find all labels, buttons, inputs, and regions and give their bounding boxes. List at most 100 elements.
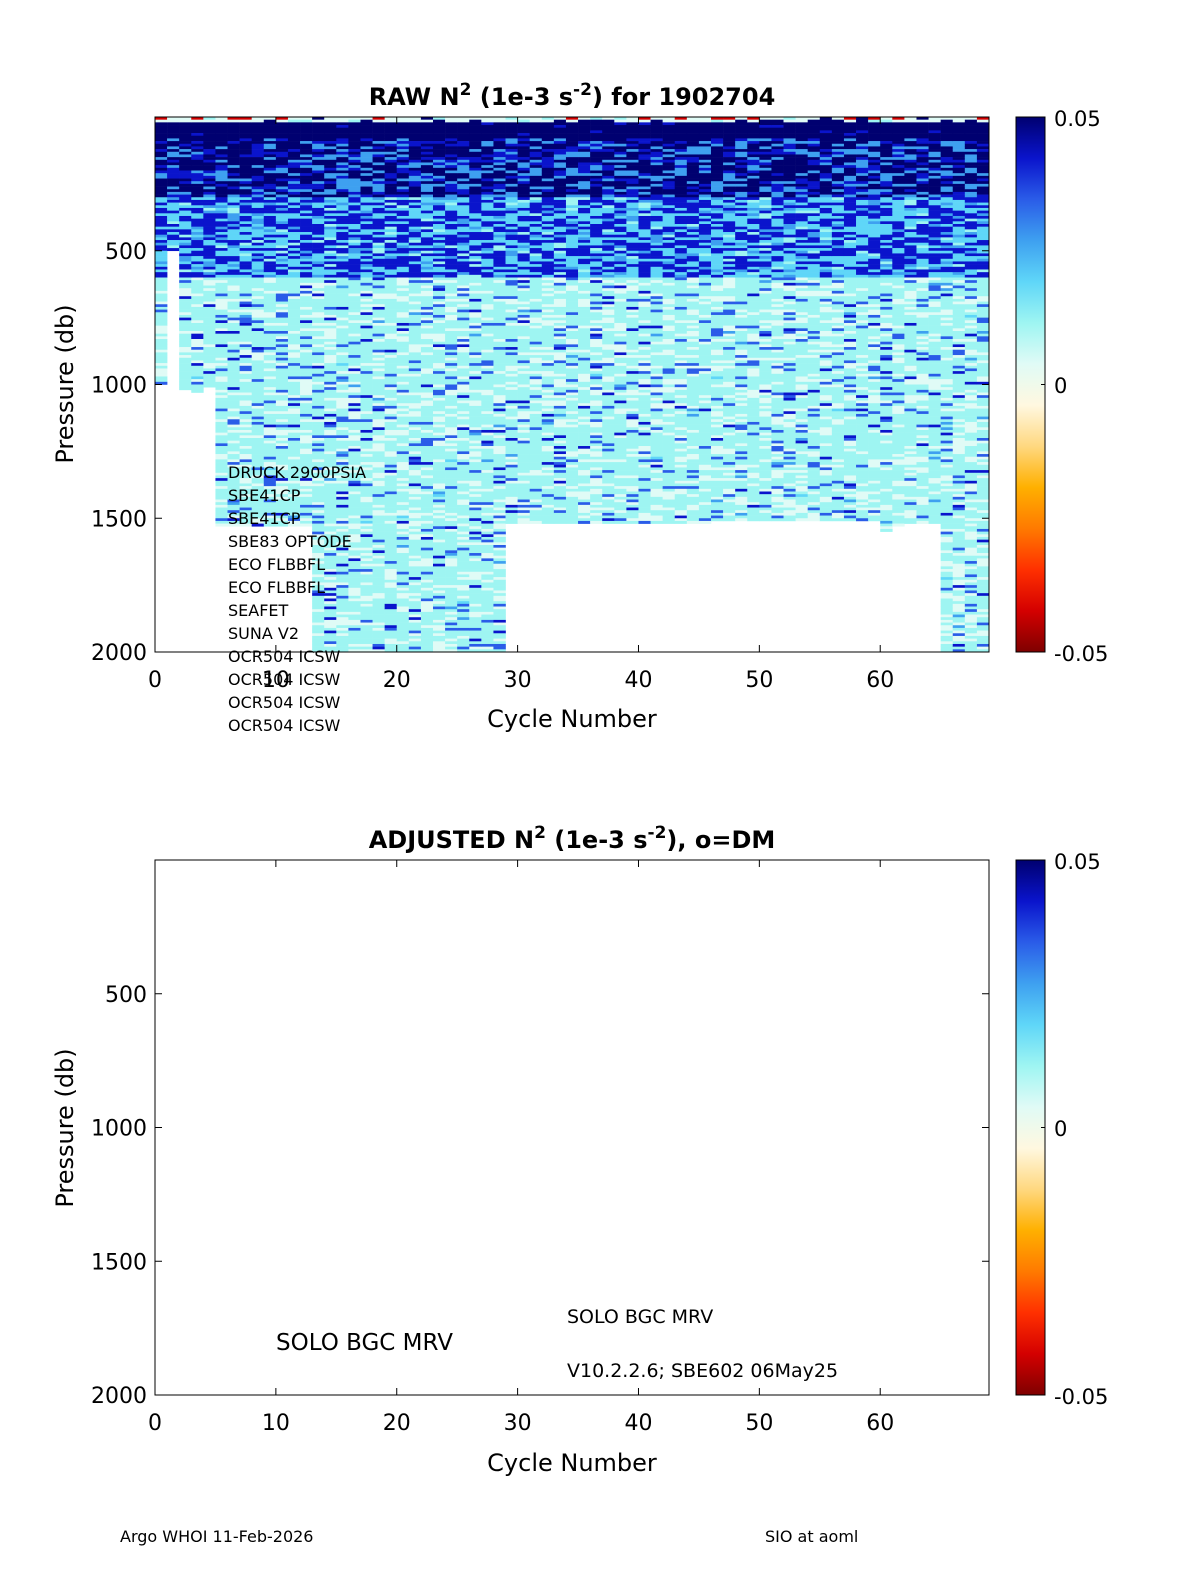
heatmap-cell bbox=[360, 496, 373, 500]
heatmap-cell bbox=[445, 191, 458, 195]
heatmap-cell bbox=[167, 133, 180, 137]
heatmap-cell bbox=[251, 119, 265, 123]
heatmap-cell bbox=[287, 170, 301, 174]
heatmap-cell bbox=[493, 229, 506, 233]
heatmap-cell bbox=[469, 488, 482, 492]
heatmap-cell bbox=[336, 389, 349, 393]
heatmap-cell bbox=[481, 512, 494, 516]
heatmap-cell bbox=[239, 462, 252, 466]
heatmap-cell bbox=[275, 365, 289, 369]
heatmap-cell bbox=[469, 494, 482, 498]
heatmap-cell bbox=[408, 133, 422, 137]
heatmap-cell bbox=[493, 146, 506, 150]
heatmap-cell bbox=[275, 435, 289, 439]
heatmap-cell bbox=[263, 207, 277, 211]
heatmap-cell bbox=[312, 611, 325, 615]
profile-column bbox=[239, 117, 252, 527]
heatmap-cell bbox=[179, 309, 192, 313]
heatmap-cell bbox=[251, 467, 265, 471]
heatmap-cell bbox=[251, 224, 265, 227]
heatmap-cell bbox=[239, 240, 252, 244]
heatmap-cell bbox=[348, 403, 361, 407]
heatmap-cell bbox=[396, 253, 410, 257]
heatmap-cell bbox=[312, 328, 325, 332]
heatmap-cell bbox=[360, 264, 373, 268]
heatmap-cell bbox=[287, 518, 301, 522]
heatmap-cell bbox=[408, 119, 422, 123]
heatmap-cell bbox=[420, 553, 434, 556]
heatmap-cell bbox=[420, 130, 434, 134]
heatmap-cell bbox=[251, 151, 265, 155]
heatmap-cell bbox=[420, 360, 434, 364]
heatmap-cell bbox=[203, 143, 216, 147]
heatmap-cell bbox=[469, 368, 482, 372]
heatmap-cell bbox=[336, 451, 349, 455]
heatmap-cell bbox=[408, 649, 422, 653]
heatmap-cell bbox=[493, 579, 506, 583]
heatmap-cell bbox=[312, 207, 325, 211]
heatmap-cell bbox=[275, 285, 289, 289]
heatmap-cell bbox=[312, 569, 325, 573]
heatmap-cell bbox=[433, 397, 446, 401]
heatmap-cell bbox=[360, 609, 373, 613]
heatmap-cell bbox=[275, 186, 289, 190]
heatmap-cell bbox=[469, 585, 482, 589]
heatmap-cell bbox=[348, 258, 361, 262]
heatmap-cell bbox=[312, 424, 325, 428]
heatmap-cell bbox=[191, 125, 204, 128]
heatmap-cell bbox=[433, 248, 446, 252]
heatmap-cell bbox=[457, 210, 470, 214]
heatmap-cell bbox=[348, 408, 361, 412]
heatmap-cell bbox=[287, 197, 301, 201]
heatmap-cell bbox=[300, 207, 313, 211]
heatmap-cell bbox=[263, 266, 277, 270]
heatmap-cell bbox=[408, 619, 422, 623]
heatmap-cell bbox=[420, 352, 434, 356]
heatmap-cell bbox=[408, 218, 422, 222]
heatmap-cell bbox=[251, 464, 265, 468]
heatmap-cell bbox=[300, 355, 313, 359]
heatmap-cell bbox=[360, 464, 373, 468]
heatmap-cell bbox=[239, 512, 252, 516]
heatmap-cell bbox=[324, 462, 337, 466]
heatmap-cell bbox=[457, 376, 470, 380]
heatmap-cell bbox=[287, 194, 301, 198]
heatmap-cell bbox=[481, 274, 494, 278]
heatmap-cell bbox=[493, 403, 506, 407]
heatmap-cell bbox=[372, 331, 385, 334]
heatmap-cell bbox=[167, 197, 180, 201]
heatmap-cell bbox=[287, 229, 301, 233]
heatmap-cell bbox=[396, 510, 410, 514]
heatmap-cell bbox=[155, 226, 168, 230]
heatmap-cell bbox=[275, 440, 289, 444]
heatmap-cell bbox=[312, 408, 325, 412]
heatmap-cell bbox=[420, 215, 434, 219]
heatmap-cell bbox=[191, 151, 204, 155]
heatmap-cell bbox=[360, 234, 373, 238]
heatmap-cell bbox=[300, 438, 313, 441]
heatmap-cell bbox=[251, 371, 265, 375]
heatmap-cell bbox=[155, 309, 168, 313]
heatmap-cell bbox=[312, 175, 325, 179]
heatmap-cell bbox=[251, 170, 265, 174]
heatmap-cell bbox=[227, 309, 240, 313]
heatmap-cell bbox=[469, 133, 482, 137]
heatmap-cell bbox=[300, 159, 313, 163]
heatmap-cell bbox=[263, 154, 277, 158]
heatmap-cell bbox=[445, 242, 458, 246]
heatmap-cell bbox=[408, 293, 422, 297]
heatmap-cell bbox=[179, 384, 192, 388]
heatmap-cell bbox=[420, 432, 434, 436]
heatmap-cell bbox=[457, 496, 470, 500]
heatmap-cell bbox=[481, 339, 494, 342]
heatmap-cell bbox=[167, 199, 180, 203]
heatmap-cell bbox=[251, 183, 265, 187]
heatmap-cell bbox=[179, 333, 192, 337]
heatmap-cell bbox=[275, 467, 289, 471]
heatmap-cell bbox=[493, 336, 506, 340]
heatmap-cell bbox=[324, 643, 337, 647]
heatmap-cell bbox=[227, 502, 240, 506]
heatmap-cell bbox=[179, 133, 192, 137]
heatmap-cell bbox=[360, 221, 373, 225]
heatmap-cell bbox=[251, 314, 265, 318]
